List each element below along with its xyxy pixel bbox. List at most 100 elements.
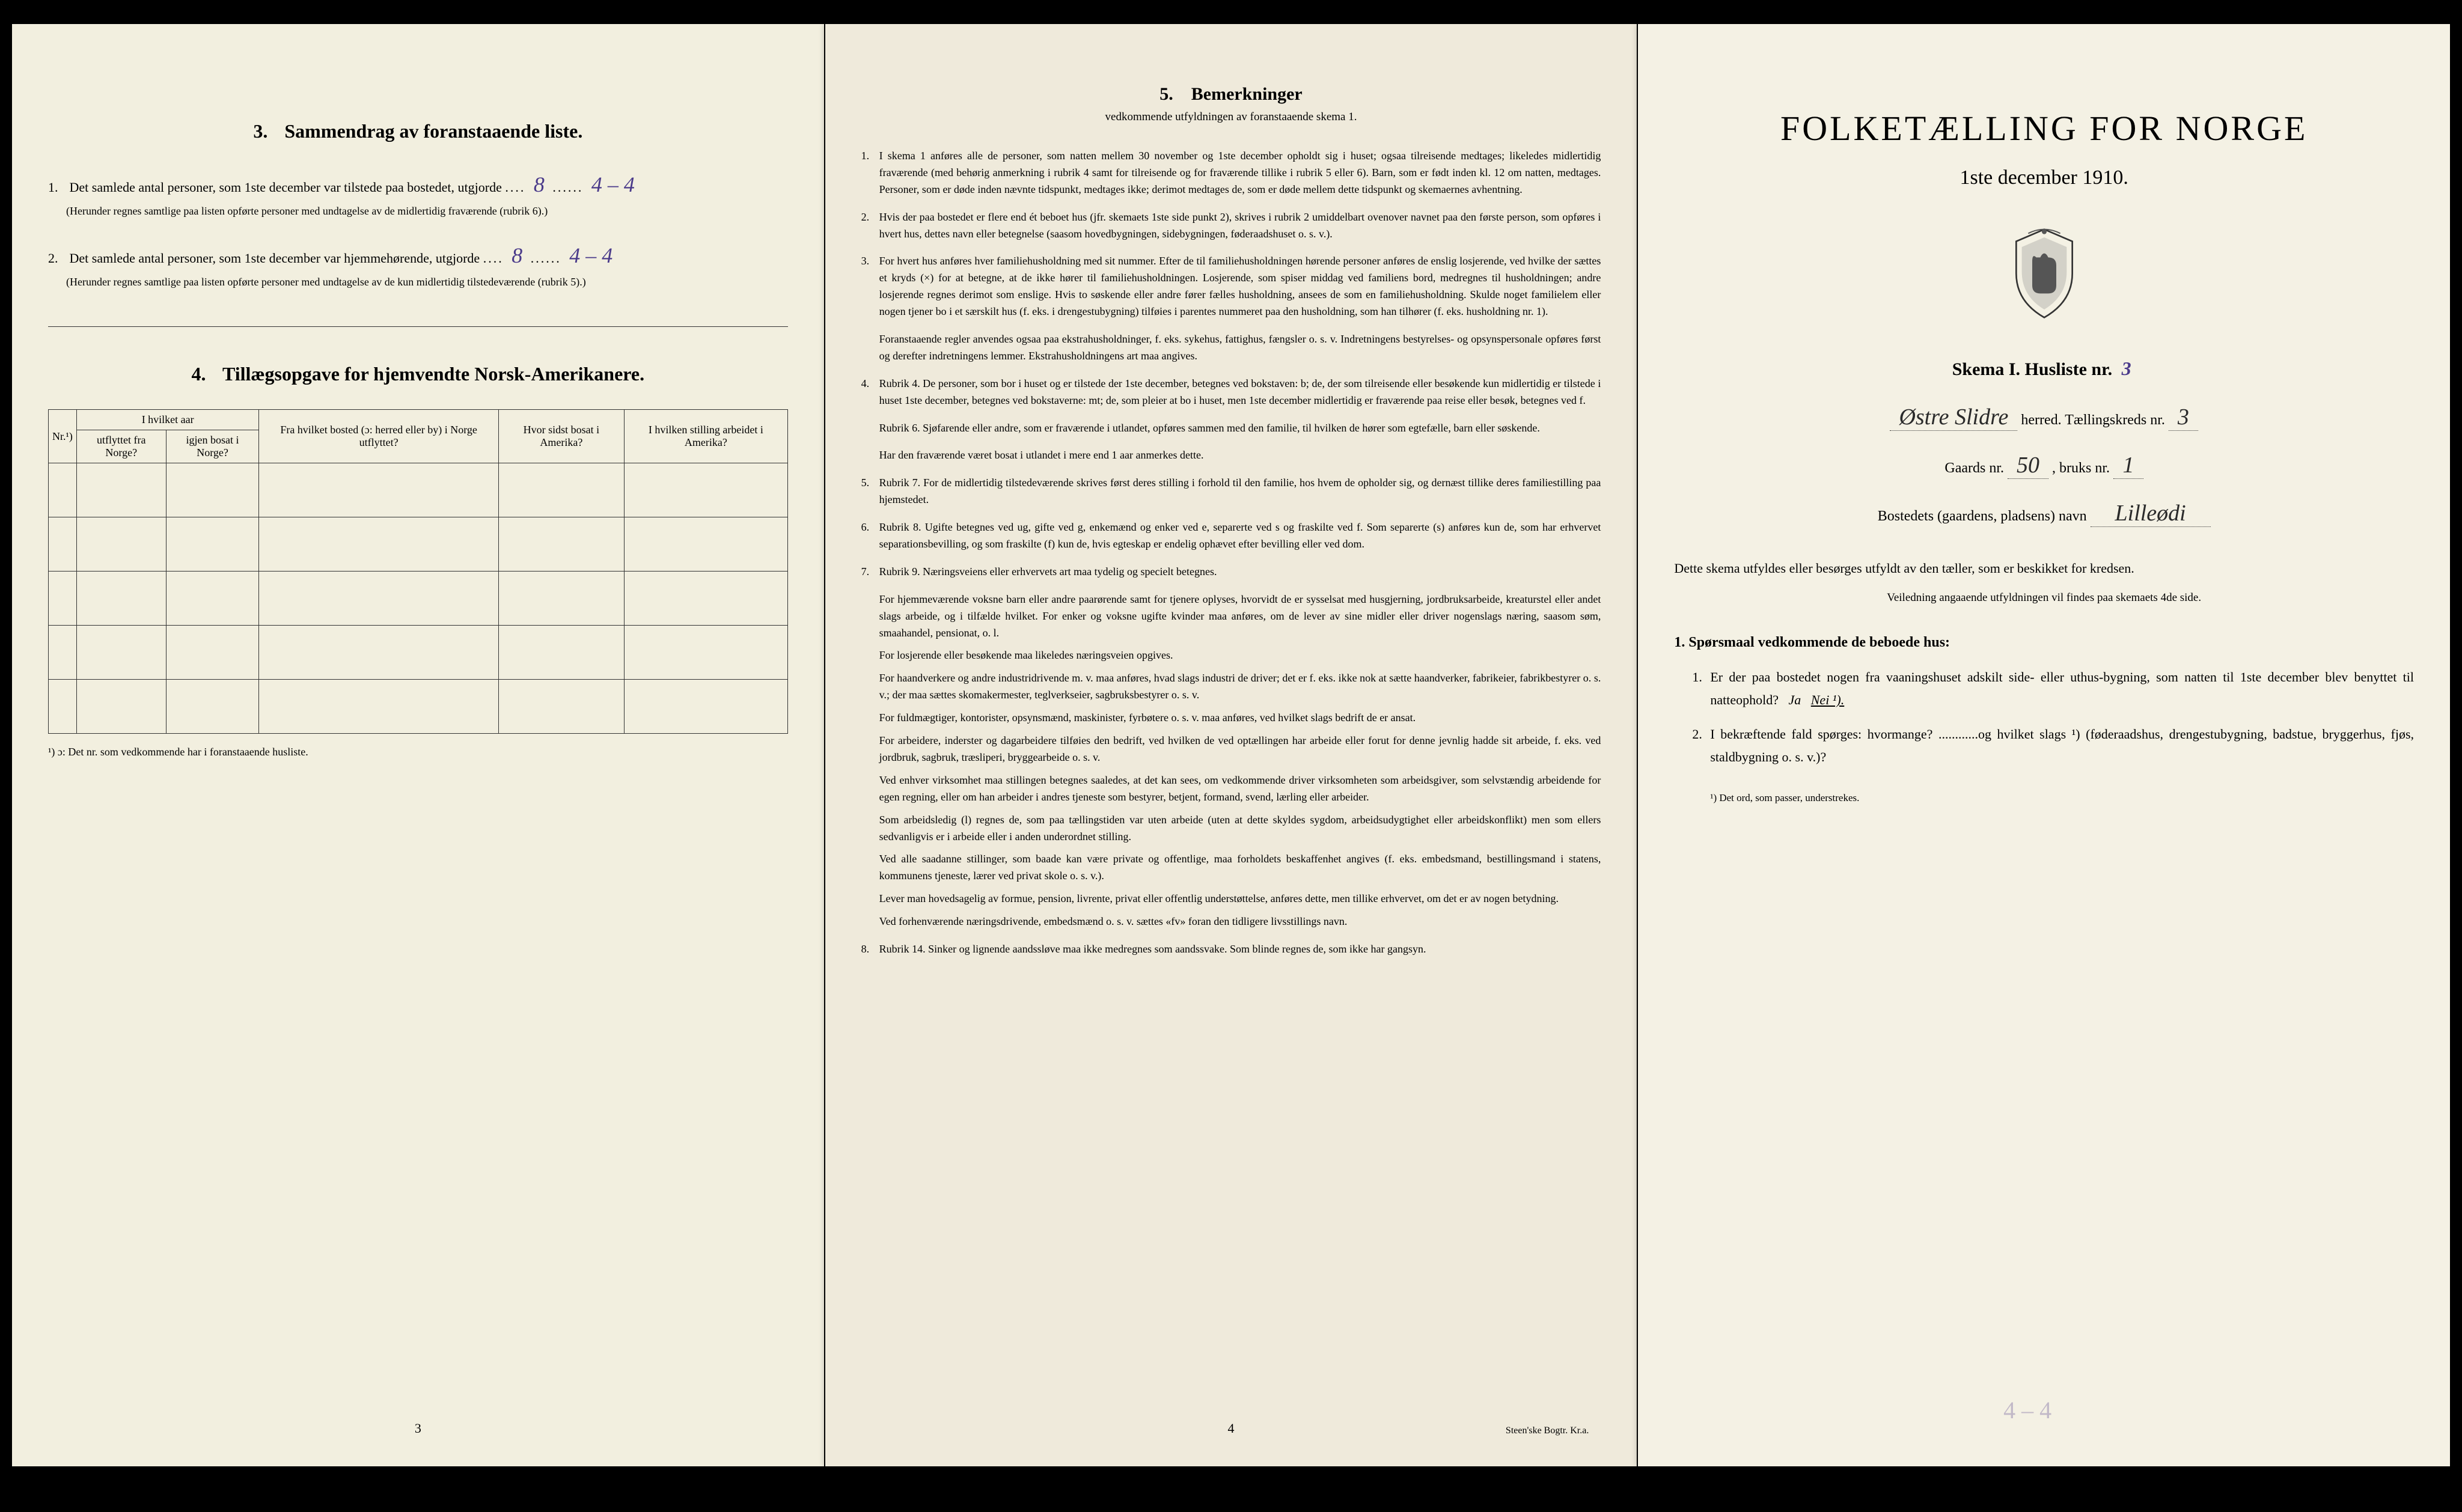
table-row [49, 463, 788, 517]
bemerk-item: Har den fraværende været bosat i utlande… [861, 447, 1601, 464]
bemerk-item: 5.Rubrik 7. For de midlertidig tilstedev… [861, 475, 1601, 508]
col-nr: Nr.¹) [49, 410, 77, 463]
bemerk-para: For arbeidere, inderster og dagarbeidere… [879, 733, 1601, 766]
bemerk-item-num: 5. [861, 475, 879, 508]
bemerk-para: Lever man hovedsagelig av formue, pensio… [879, 891, 1601, 907]
bemerk-para: Ved alle saadanne stillinger, som baade … [879, 851, 1601, 885]
bemerk-item-text: Foranstaaende regler anvendes ogsaa paa … [879, 331, 1601, 365]
dotted-fill: .... [483, 251, 504, 266]
page-number: 4 [1228, 1421, 1235, 1436]
gaards-nr: 50 [2008, 452, 2048, 479]
table-row [49, 572, 788, 626]
bemerk-item-text: Hvis der paa bostedet er flere end ét be… [879, 209, 1601, 243]
bemerk-items: 1.I skema 1 anføres alle de personer, so… [861, 148, 1601, 581]
pencil-annotation: 4 – 4 [2003, 1396, 2051, 1424]
herred-label: herred. Tællingskreds nr. [2021, 412, 2165, 428]
bemerk-item: 1.I skema 1 anføres alle de personer, so… [861, 148, 1601, 198]
sub-descriptor: Veiledning angaaende utfyldningen vil fi… [1674, 591, 2414, 605]
table-row [49, 680, 788, 734]
item1-text: Det samlede antal personer, som 1ste dec… [70, 180, 502, 195]
bemerk-item-num: 1. [861, 148, 879, 198]
bemerk-sub: vedkommende utfyldningen av foranstaaend… [861, 111, 1601, 124]
item2-note: (Herunder regnes samtlige paa listen opf… [66, 274, 788, 290]
bemerk-title-text: Bemerkninger [1191, 84, 1303, 104]
husliste-nr: 3 [2117, 358, 2136, 379]
bemerk-item: 4.Rubrik 4. De personer, som bor i huset… [861, 376, 1601, 409]
bemerk-8-text: Rubrik 14. Sinker og lignende aandssløve… [879, 941, 1601, 958]
bemerk-item: Rubrik 6. Sjøfarende eller andre, som er… [861, 420, 1601, 437]
q1-ja: Ja [1788, 692, 1801, 707]
question-1: 1. Er der paa bostedet nogen fra vaaning… [1692, 666, 2414, 711]
bemerk-item-num [861, 420, 879, 437]
document-spread: 3. Sammendrag av foranstaaende liste. 1.… [12, 24, 2450, 1466]
bemerk-item-text: For hvert hus anføres hver familiehushol… [879, 253, 1601, 320]
q1-text: Er der paa bostedet nogen fra vaaningshu… [1710, 666, 2414, 711]
bemerk-para: Som arbeidsledig (l) regnes de, som paa … [879, 812, 1601, 846]
q2-text: I bekræftende fald spørges: hvormange? .… [1710, 723, 2414, 768]
descriptor-text: Dette skema utfyldes eller besørges utfy… [1674, 557, 2414, 579]
table-footnote: ¹) ɔ: Det nr. som vedkommende har i fora… [48, 746, 788, 758]
bemerk-para: For fuldmægtiger, kontorister, opsynsmæn… [879, 710, 1601, 727]
bemerk-item-num: 4. [861, 376, 879, 409]
bemerk-item-num: 7. [861, 564, 879, 581]
q2-num: 2. [1692, 723, 1710, 768]
summary-item-2: 2. Det samlede antal personer, som 1ste … [48, 237, 788, 290]
sporsmaal-heading: 1. Spørsmaal vedkommende de beboede hus: [1674, 635, 2414, 651]
bemerk-item: 2.Hvis der paa bostedet er flere end ét … [861, 209, 1601, 243]
item2-count: 8 [507, 243, 527, 267]
bosted-line: Bostedets (gaardens, pladsens) navn Lill… [1674, 500, 2414, 527]
item2-text: Det samlede antal personer, som 1ste dec… [70, 251, 480, 266]
table-row [49, 626, 788, 680]
skema-label: Skema I. Husliste nr. [1952, 359, 2112, 379]
bemerk-item: Foranstaaende regler anvendes ogsaa paa … [861, 331, 1601, 365]
bemerk-item: 6.Rubrik 8. Ugifte betegnes ved ug, gift… [861, 519, 1601, 553]
bemerk-para: For losjerende eller besøkende maa likel… [879, 647, 1601, 664]
bemerk-item-text: Rubrik 7. For de midlertidig tilstedevær… [879, 475, 1601, 508]
bemerk-num: 5. [1159, 84, 1173, 104]
bemerk-para: Ved enhver virksomhet maa stillingen bet… [879, 772, 1601, 806]
bemerk-item-8: 8. Rubrik 14. Sinker og lignende aandssl… [861, 941, 1601, 958]
table-row [49, 517, 788, 572]
herred-line: Østre Slidre herred. Tællingskreds nr. 3 [1674, 404, 2414, 431]
section-4-title: Tillægsopgave for hjemvendte Norsk-Ameri… [222, 363, 644, 385]
section-3-heading: 3. Sammendrag av foranstaaende liste. [48, 120, 788, 142]
question-2: 2. I bekræftende fald spørges: hvormange… [1692, 723, 2414, 768]
col-utflyttet: utflyttet fra Norge? [76, 430, 166, 463]
bemerk-paras: For hjemmeværende voksne barn eller andr… [861, 591, 1601, 930]
item2-breakdown: 4 – 4 [564, 243, 617, 267]
col-stilling: I hvilken stilling arbeidet i Amerika? [625, 410, 788, 463]
dotted-fill: ...... [531, 251, 561, 266]
bemerk-item: 7.Rubrik 9. Næringsveiens eller erhverve… [861, 564, 1601, 581]
kreds-nr: 3 [2169, 404, 2198, 431]
q1-nei: Nei ¹). [1811, 692, 1844, 707]
summary-item-1: 1. Det samlede antal personer, som 1ste … [48, 166, 788, 219]
skema-line: Skema I. Husliste nr. 3 [1674, 358, 2414, 380]
item2-num: 2. [48, 247, 66, 269]
col-bosted: Fra hvilket bosted (ɔ: herred eller by) … [259, 410, 498, 463]
table-body [49, 463, 788, 734]
section-4-num: 4. [192, 363, 206, 385]
gaards-line: Gaards nr. 50 , bruks nr. 1 [1674, 452, 2414, 479]
q1-num: 1. [1692, 666, 1710, 711]
herred-name: Østre Slidre [1890, 404, 2017, 431]
bemerk-item-num [861, 447, 879, 464]
bruks-nr: 1 [2113, 452, 2143, 479]
bemerk-para: For hjemmeværende voksne barn eller andr… [879, 591, 1601, 642]
item1-num: 1. [48, 176, 66, 198]
bemerk-item-num: 6. [861, 519, 879, 553]
col-sidst: Hvor sidst bosat i Amerika? [498, 410, 624, 463]
bemerk-item-text: Rubrik 8. Ugifte betegnes ved ug, gifte … [879, 519, 1601, 553]
bosted-label: Bostedets (gaardens, pladsens) navn [1878, 508, 2087, 524]
page3-footnote: ¹) Det ord, som passer, understrekes. [1710, 792, 2414, 804]
census-date: 1ste december 1910. [1674, 166, 2414, 189]
bemerk-item-text: Rubrik 9. Næringsveiens eller erhvervets… [879, 564, 1601, 581]
bemerk-item-num [861, 331, 879, 365]
dotted-fill: .... [505, 180, 525, 195]
coat-of-arms-icon [2002, 225, 2086, 322]
norsk-amerikanere-table: Nr.¹) I hvilket aar Fra hvilket bosted (… [48, 409, 788, 734]
page-number: 3 [415, 1421, 421, 1436]
bosted-name: Lilleødi [2091, 500, 2211, 527]
bemerk-para: For haandverkere og andre industridriven… [879, 670, 1601, 704]
section-divider [48, 326, 788, 327]
bemerk-item-text: I skema 1 anføres alle de personer, som … [879, 148, 1601, 198]
